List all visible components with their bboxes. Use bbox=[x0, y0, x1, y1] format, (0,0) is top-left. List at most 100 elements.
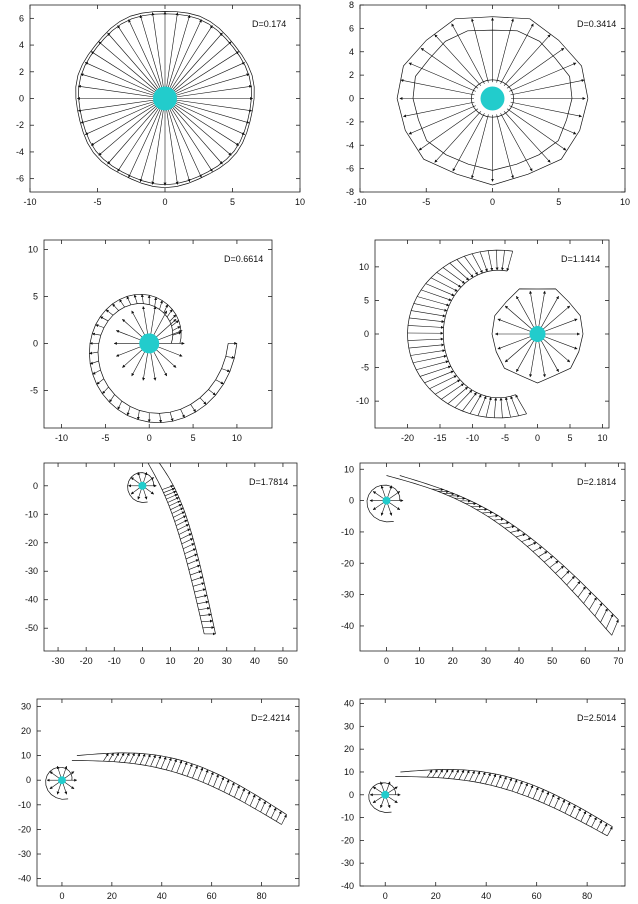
tangent-arrow bbox=[585, 813, 592, 825]
tangent-arrow bbox=[126, 296, 132, 305]
radial-arrow bbox=[117, 25, 166, 99]
x-tick-label: 20 bbox=[448, 656, 458, 666]
radial-arrow bbox=[139, 14, 166, 99]
radial-arrow bbox=[434, 34, 482, 86]
tangent-arrow bbox=[521, 537, 532, 542]
tangent-arrow bbox=[469, 770, 475, 782]
filament-curve bbox=[396, 16, 589, 186]
y-tick-label: -6 bbox=[16, 174, 24, 184]
radial-arrow bbox=[90, 51, 166, 99]
x-tick-label: 80 bbox=[582, 891, 592, 901]
x-tick-label: 60 bbox=[532, 891, 542, 901]
tangent-arrow bbox=[495, 250, 499, 271]
tangent-arrow bbox=[454, 389, 473, 408]
radial-arrow bbox=[107, 98, 166, 165]
filament-curve bbox=[491, 288, 584, 384]
plot-frame bbox=[359, 698, 626, 887]
tangent-arrow bbox=[572, 581, 581, 592]
tangent-arrow bbox=[180, 533, 192, 540]
y-tick-label: -40 bbox=[341, 621, 354, 631]
tangent-arrow bbox=[479, 771, 486, 784]
tangent-arrow bbox=[516, 780, 523, 794]
d-label: D=0.3414 bbox=[577, 19, 616, 29]
tangent-arrow bbox=[575, 807, 581, 819]
y-tick-label: -50 bbox=[25, 623, 38, 633]
x-tick-label: 60 bbox=[207, 891, 217, 901]
y-tick-label: -40 bbox=[18, 874, 31, 884]
tangent-arrow bbox=[417, 296, 450, 307]
radial-arrow bbox=[471, 18, 489, 83]
hub-marker bbox=[382, 496, 391, 505]
y-tick-label: -30 bbox=[18, 849, 31, 859]
radial-arrow bbox=[164, 51, 240, 99]
x-tick-label: 0 bbox=[147, 433, 152, 443]
tangent-arrow bbox=[192, 582, 205, 587]
tangent-arrow bbox=[207, 771, 214, 785]
tangent-arrow bbox=[485, 772, 491, 785]
tangent-arrow bbox=[515, 533, 526, 538]
radial-arrow bbox=[506, 108, 567, 151]
y-tick-label: 10 bbox=[344, 767, 354, 777]
tangent-arrow bbox=[103, 753, 109, 762]
radial-arrow bbox=[164, 98, 232, 156]
panel-6: 0 10 20 30 40 50 60 70 -40 -30 -20 -10 0 10 D=2.1814 bbox=[341, 462, 626, 666]
radial-arrow bbox=[164, 19, 202, 99]
y-tick-label: -10 bbox=[18, 800, 31, 810]
d-label: D=2.5014 bbox=[577, 713, 616, 723]
tangent-arrow bbox=[510, 395, 519, 416]
y-tick-label: -5 bbox=[361, 363, 369, 373]
tangent-arrow bbox=[426, 769, 433, 778]
tangent-arrow bbox=[199, 397, 207, 405]
x-tick-label: 20 bbox=[107, 891, 117, 901]
x-tick-label: 0 bbox=[59, 891, 64, 901]
tangent-arrow bbox=[150, 754, 156, 767]
radial-arrow bbox=[164, 98, 213, 172]
x-tick-label: 40 bbox=[514, 656, 524, 666]
tangent-arrow bbox=[129, 752, 135, 764]
tangent-arrow bbox=[215, 379, 224, 385]
radial-arrow bbox=[452, 113, 485, 172]
tangent-arrow bbox=[501, 776, 507, 789]
radial-arrow bbox=[500, 113, 533, 172]
tangent-arrow bbox=[174, 515, 187, 522]
tangent-arrow bbox=[425, 283, 455, 297]
tangent-arrow bbox=[191, 576, 204, 581]
tangent-arrow bbox=[281, 814, 287, 825]
tangent-arrow bbox=[429, 375, 457, 390]
y-tick-label: 8 bbox=[349, 0, 354, 10]
y-tick-label: 0 bbox=[33, 338, 38, 348]
filament-curve bbox=[399, 475, 619, 620]
tangent-arrow bbox=[112, 303, 119, 311]
tangent-arrow bbox=[437, 490, 450, 494]
tangent-arrow bbox=[197, 600, 209, 605]
tangent-arrow bbox=[436, 272, 462, 288]
tangent-arrow bbox=[208, 389, 216, 396]
tangent-arrow bbox=[410, 349, 446, 356]
tangent-arrow bbox=[600, 608, 608, 623]
x-tick-label: 5 bbox=[556, 197, 561, 207]
tangent-arrow bbox=[139, 753, 146, 765]
radial-arrow bbox=[164, 73, 250, 99]
y-tick-label: 4 bbox=[349, 47, 354, 57]
tangent-arrow bbox=[95, 324, 105, 328]
y-tick-label: -30 bbox=[341, 590, 354, 600]
tangent-arrow bbox=[456, 259, 474, 278]
tangent-arrow bbox=[437, 769, 444, 778]
tangent-arrow bbox=[133, 294, 138, 304]
y-tick-label: 10 bbox=[28, 244, 38, 254]
filament-curve bbox=[386, 475, 613, 636]
radial-arrow bbox=[98, 98, 166, 156]
radial-arrow bbox=[164, 98, 202, 178]
radial-arrow bbox=[496, 18, 514, 83]
x-tick-label: -5 bbox=[501, 433, 509, 443]
filament-curve bbox=[400, 769, 613, 827]
tangent-arrow bbox=[177, 524, 190, 531]
tangent-arrow bbox=[479, 251, 488, 272]
tangent-arrow bbox=[171, 320, 179, 327]
tangent-arrow bbox=[164, 490, 177, 497]
radial-arrow bbox=[107, 32, 166, 99]
tangent-arrow bbox=[474, 771, 481, 783]
tangent-arrow bbox=[588, 597, 597, 610]
tangent-arrow bbox=[424, 370, 454, 384]
tangent-arrow bbox=[560, 570, 570, 580]
